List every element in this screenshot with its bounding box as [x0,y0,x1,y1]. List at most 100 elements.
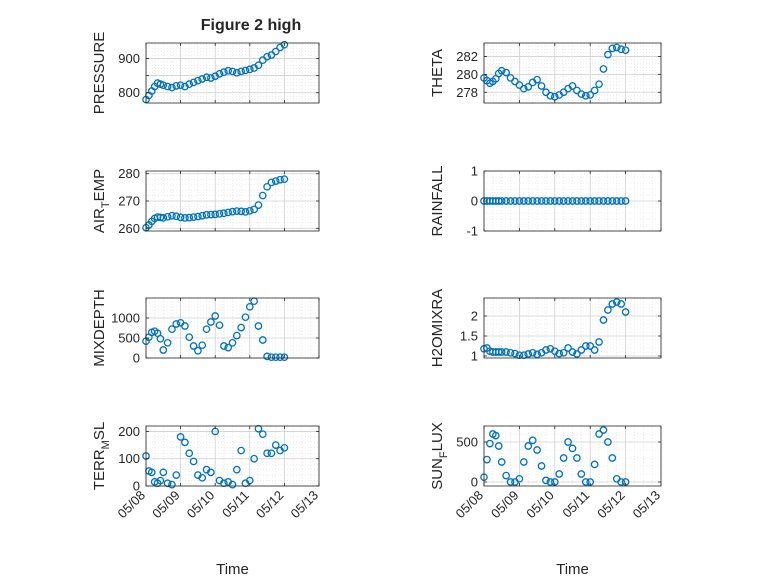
data-point [271,441,280,449]
data-point [590,197,599,205]
y-tick-label: 0 [133,351,140,366]
data-point [533,350,541,359]
data-point [546,478,555,486]
y-axis-label-subscript: T [100,201,112,208]
y-tick-label: 200 [118,424,140,439]
data-point [232,331,241,340]
data-point [497,66,506,75]
data-point [577,346,586,354]
x-tick-label: 05/09 [488,488,522,522]
data-point [590,346,599,354]
data-point [573,454,581,462]
data-point [542,346,550,354]
subplot-h2omixra: 1 1.5 2 H2OMIXRA [429,289,662,367]
data-point [612,298,621,306]
data-point [211,312,220,320]
data-point [280,353,289,362]
axes-box [145,297,320,359]
y-axis-label: PRESSURE [91,32,108,115]
data-point [612,43,621,52]
data-point [176,433,185,441]
data-point [524,197,533,205]
x-tick-label: 05/10 [523,488,557,522]
data-point [586,342,595,350]
data-point [254,322,263,330]
data-point [224,66,233,75]
y-axis-label-part: LUX [429,422,446,451]
data-point [172,471,181,479]
data-point [577,197,586,205]
y-tick-label: 0 [471,475,478,490]
data-point [586,197,595,205]
data-point [254,61,263,70]
data-point [181,438,189,447]
x-tick-label: 05/08 [115,488,149,522]
y-tick-label: 280 [456,67,478,82]
data-point [267,353,276,362]
data-point [207,468,215,477]
data-point [617,197,626,205]
x-tick-label: 05/12 [594,488,628,522]
data-point [494,197,503,205]
axes-box [483,425,662,487]
data-point [189,342,198,350]
data-point [194,212,202,221]
data-point [228,480,237,489]
data-point [241,208,250,216]
data-markers [142,297,289,362]
data-point [595,197,603,205]
data-point [168,480,176,489]
data-point [546,91,555,100]
data-point [515,474,524,483]
data-point [232,465,241,474]
data-point [198,75,207,83]
data-point [185,80,194,88]
subplot-pressure: 800 900 PRESSURE [91,32,320,115]
data-point [156,476,165,485]
data-point [245,65,254,74]
y-axis-label-subscript: F [438,451,450,458]
data-point [537,197,546,205]
data-point [271,47,280,56]
data-point [228,338,237,347]
x-tick-label: 05/12 [253,488,287,522]
data-point [258,430,267,439]
data-point [276,175,284,184]
y-tick-label: 500 [456,435,478,450]
data-point [207,74,215,82]
data-point [207,210,215,219]
data-point [528,348,537,357]
axes-box [483,297,662,359]
data-point [502,348,510,356]
data-point [604,50,612,59]
data-point [608,300,617,308]
data-point [573,197,581,205]
y-tick-label: 278 [456,85,478,100]
data-point [263,52,271,61]
data-point [181,322,189,330]
data-point [250,454,258,463]
data-point [237,207,245,216]
data-point [198,341,207,350]
data-point [237,323,245,332]
data-point [254,424,263,433]
data-point [147,468,156,477]
data-point [185,333,194,342]
data-point [159,468,168,477]
y-axis-label-part: SL [91,422,108,440]
data-point [224,208,233,217]
data-point [599,316,608,324]
data-point [537,462,546,470]
y-tick-label: 1.5 [460,329,478,344]
x-tick-label: 05/13 [630,488,664,522]
data-point [502,68,510,77]
data-point [564,344,572,352]
subplot-rainfall: -1 0 1 RAINFALL [429,164,662,239]
data-point [506,478,515,486]
data-point [506,348,515,357]
data-point [215,70,224,78]
data-point [559,197,568,205]
axes-box [145,42,320,104]
data-point [276,353,284,362]
